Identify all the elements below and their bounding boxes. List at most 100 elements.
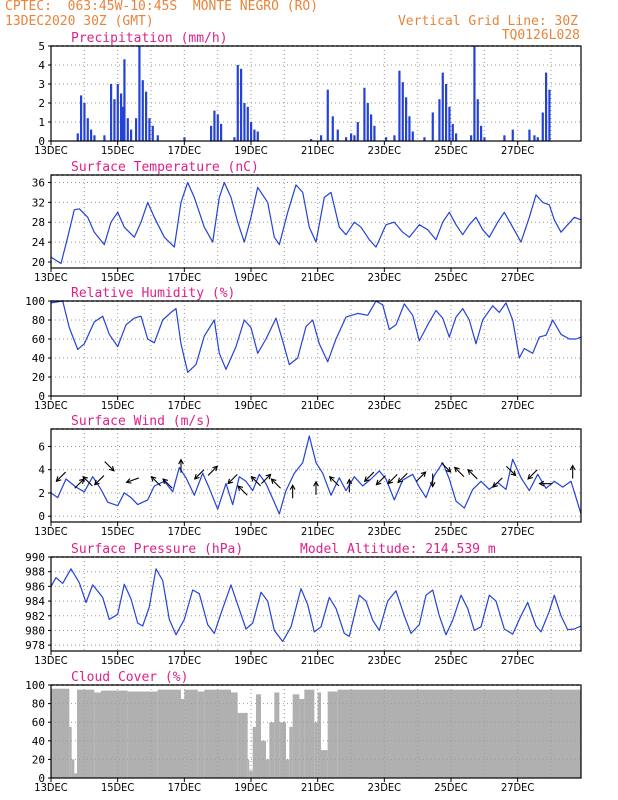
y-tick-label: 80 [32,314,45,327]
x-tick-label: 23DEC [368,781,401,794]
cloud-bar [327,691,338,778]
panel-frame [50,45,582,142]
wind-arrow [207,465,219,476]
precip-bar [156,135,159,141]
precip-bar [476,99,479,141]
cloud-bar [77,689,95,778]
y-tick-label: 990 [25,551,45,564]
cloud-bar [69,726,72,778]
series-line [50,181,582,265]
cloud-bar [299,698,305,778]
y-tick-label: 978 [25,639,45,652]
cloud-bar [237,712,248,778]
cloud-bar [321,750,328,778]
precip-bar [548,89,551,141]
precip-bar [445,84,448,141]
cloud-bar [286,759,290,778]
precip-bar [536,137,539,141]
precip-bar [76,133,79,141]
wind-arrow [397,472,408,484]
wind-arrow [492,477,503,488]
x-tick-label: 21DEC [301,654,334,667]
run-date-label: 13DEC2020 30Z (GMT) [5,14,154,29]
x-tick-label: 13DEC [34,399,67,412]
precip-bar [116,84,119,141]
y-tick-label: 40 [32,352,45,365]
grid-line-label: Vertical Grid Line: 30Z [397,14,578,29]
wind-arrow [237,485,248,496]
precip-bar [183,137,186,141]
x-tick-label: 13DEC [34,654,67,667]
series-line [50,300,582,373]
precip-bar [473,46,476,141]
precip-bar [356,122,359,141]
y-tick-label: 986 [25,580,45,593]
precip-bar [511,129,514,141]
wind-arrow [55,471,66,483]
wind-arrow [363,471,375,483]
wind-arrow [387,474,398,485]
precip-bar [216,114,219,141]
wind-arrow [506,465,517,477]
precip-bar [141,80,144,141]
precip-bar [451,123,454,141]
x-tick-label: 25DEC [434,399,467,412]
precip-bar [130,129,133,141]
y-tick-label: 0 [38,772,45,785]
precip-bar [93,135,96,141]
x-tick-label: 13DEC [34,525,67,538]
cloud-bar [292,694,300,778]
x-tick-label: 13DEC [34,781,67,794]
cloud-bar [304,689,315,778]
cloud-bar [51,688,70,778]
x-tick-label: 25DEC [434,144,467,157]
precip-bar [145,91,148,141]
x-tick-label: 15DEC [101,271,134,284]
precip-bar [326,89,329,141]
wind-arrow [104,461,115,472]
precip-bar [336,129,339,141]
precip-bar [123,59,126,141]
precip-bar [233,137,236,141]
y-tick-label: 0 [38,390,45,403]
x-tick-label: 27DEC [501,654,534,667]
y-tick-label: 100 [25,295,45,308]
x-tick-label: 17DEC [168,271,201,284]
panel-annotation: Model Altitude: 214.539 m [300,542,496,557]
precip-bar [480,125,483,141]
wind-arrow [270,478,281,489]
x-tick-label: 19DEC [234,399,267,412]
x-tick-label: 19DEC [234,144,267,157]
precip-bar [246,106,249,141]
precip-bar [411,131,414,141]
x-tick-label: 19DEC [234,525,267,538]
wind-arrow [93,475,105,486]
precip-bar [545,72,548,141]
precip-bar [448,106,451,141]
x-tick-label: 27DEC [501,399,534,412]
precip-bar [103,135,106,141]
y-tick-label: 40 [32,735,45,748]
y-tick-label: 80 [32,698,45,711]
precip-bar [353,135,356,141]
precip-bar [148,118,151,141]
cloud-bar [269,722,275,778]
precip-bar [113,99,116,141]
precip-bar [401,82,404,141]
x-tick-label: 19DEC [234,654,267,667]
wind-arrow [250,475,261,487]
precip-bar [210,125,213,141]
x-tick-label: 23DEC [368,271,401,284]
precip-bar [533,135,536,141]
wind-arrow [328,475,340,487]
x-tick-label: 15DEC [101,654,134,667]
precip-bar [431,112,434,141]
y-tick-label: 20 [32,371,45,384]
precip-bar [363,87,366,141]
series-line [50,435,582,515]
precip-bar [250,122,253,141]
x-tick-label: 17DEC [168,654,201,667]
cloud-bar [337,689,581,778]
precip-bar [405,97,408,141]
